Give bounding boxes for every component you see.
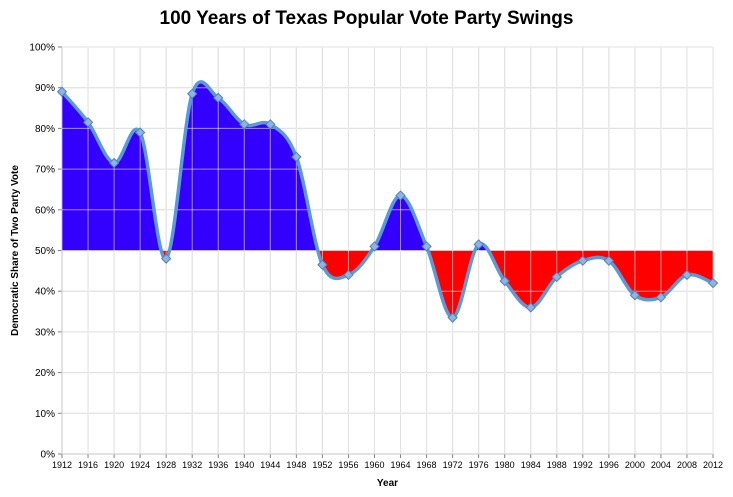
x-tick-label: 1916 [78,460,98,470]
data-point [239,119,250,130]
x-tick-label: 2004 [651,460,671,470]
x-tick-label: 1964 [391,460,411,470]
data-point [681,269,693,281]
x-tick-label: 1936 [208,460,228,470]
data-point [551,271,562,283]
x-tick-label: 1976 [469,460,489,470]
series-line-group [60,80,714,320]
x-tick-label: 1980 [495,460,515,470]
data-point [108,157,120,169]
x-tick-label: 2012 [703,460,723,470]
series-line [60,80,714,320]
y-tick-label: 70% [35,165,55,176]
area-fill [61,46,714,455]
x-tick-label: 1944 [260,460,280,470]
x-tick-label: 1984 [521,460,541,470]
y-axis-label: Democratic Share of Two Party Vote [10,165,21,336]
x-tick-label: 1924 [130,460,150,470]
data-point [369,241,380,252]
x-tick-label: 1940 [234,460,254,470]
x-tick-label: 1992 [573,460,593,470]
data-point [395,190,406,201]
y-tick-label: 90% [35,83,55,94]
republican-area [62,250,713,318]
data-point [603,255,615,266]
y-tick-label: 60% [35,205,55,216]
y-tick-label: 40% [35,287,55,298]
x-tick-label: 1928 [156,460,176,470]
y-tick-label: 80% [35,124,55,135]
y-tick-label: 20% [35,368,55,379]
data-point [186,88,198,100]
x-tick-label: 1996 [599,460,619,470]
x-tick-label: 1972 [443,460,463,470]
data-point [291,151,302,163]
y-tick-label: 10% [35,409,55,420]
data-point [265,119,276,130]
data-point [525,302,536,313]
x-tick-label: 1968 [417,460,437,470]
x-tick-label: 1960 [364,460,384,470]
democratic-area [62,81,713,251]
tick-labels: 0% 10% 20% 30% 40% 50% 60% 70% 80% 90% 100% 1912 191… [29,43,723,471]
data-point [577,255,589,266]
data-point [160,253,172,264]
chart-title: 100 Years of Texas Popular Vote Party Sw… [159,8,574,29]
markers [56,86,719,323]
data-point [317,259,328,270]
x-tick-label: 2000 [625,460,645,470]
x-tick-label: 1932 [182,460,202,470]
x-tick-label: 2008 [677,460,697,470]
data-point [56,86,68,97]
x-tick-label: 1920 [104,460,124,470]
x-tick-label: 1988 [547,460,567,470]
data-point [473,239,484,250]
data-point [343,269,354,281]
x-tick-label: 1948 [286,460,306,470]
data-point [499,275,510,287]
x-tick-label: 1952 [312,460,332,470]
y-tick-label: 100% [29,43,55,54]
data-point [82,117,94,128]
x-tick-label: 1956 [338,460,358,470]
data-point [655,292,667,303]
x-axis-label: Year [377,478,398,489]
data-point [421,241,432,252]
y-tick-label: 0% [41,450,56,461]
data-point [134,127,146,138]
data-point [213,92,224,104]
data-point [707,277,719,289]
x-tick-label: 1912 [52,460,72,470]
y-tick-label: 50% [35,246,55,257]
data-point [447,312,458,323]
y-tick-label: 30% [35,327,55,338]
data-point [629,290,641,301]
